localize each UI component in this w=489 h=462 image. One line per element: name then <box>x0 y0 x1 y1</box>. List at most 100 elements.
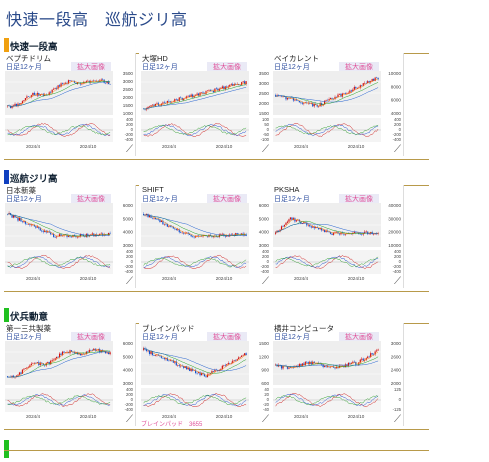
candle-body <box>316 104 318 107</box>
period-label: 日足12ヶ月 <box>6 64 42 71</box>
candle-body <box>195 236 197 238</box>
resize-handle-icon[interactable]: ⟋ <box>262 414 269 425</box>
y-tick-label: 20000 <box>388 230 401 235</box>
resize-handle-icon[interactable]: ⟋ <box>394 276 401 287</box>
macd-tick-label: -50 <box>263 132 270 137</box>
candle-body <box>44 364 46 366</box>
resize-handle-icon[interactable]: ⟋ <box>126 414 133 425</box>
candle-body <box>193 236 195 238</box>
candle-body <box>374 233 376 234</box>
y-tick-label: 4000 <box>123 368 134 373</box>
candle-body <box>165 223 167 225</box>
stock-name[interactable]: 第一三共製薬 <box>6 324 51 333</box>
zoom-button[interactable]: 拡大画像 <box>71 194 111 204</box>
candle-body <box>51 234 53 235</box>
candle-body <box>325 230 327 232</box>
zoom-button[interactable]: 拡大画像 <box>339 332 379 342</box>
macd-tick-label: -100 <box>261 137 270 142</box>
zoom-button[interactable]: 拡大画像 <box>207 62 247 72</box>
macd-tick-label: 0 <box>267 397 270 402</box>
resize-handle-icon[interactable]: ⟋ <box>394 144 401 155</box>
candle-body <box>171 360 173 361</box>
candle-body <box>154 218 157 220</box>
candle-body <box>301 223 303 224</box>
candle-body <box>244 81 246 85</box>
y-tick-label: 5000 <box>259 216 270 221</box>
candle-body <box>197 93 200 96</box>
candle-body <box>349 362 351 364</box>
stock-name[interactable]: 日本新薬 <box>6 186 36 195</box>
y-tick-label: 2000 <box>123 95 134 100</box>
candle-body <box>361 358 363 360</box>
candle-body <box>298 364 300 367</box>
candle-body <box>97 81 99 82</box>
candle-body <box>100 233 102 235</box>
resize-handle-icon[interactable]: ⟋ <box>262 276 269 287</box>
candle-body <box>223 86 225 90</box>
resize-handle-icon[interactable]: ⟋ <box>262 144 269 155</box>
candle-body <box>99 349 101 352</box>
candle-body <box>337 232 339 234</box>
zoom-button[interactable]: 拡大画像 <box>207 332 247 342</box>
candle-body <box>295 365 297 367</box>
stock-name[interactable]: SHIFT <box>142 185 164 194</box>
candle-body <box>29 224 31 226</box>
candle-body <box>294 99 296 101</box>
stock-name[interactable]: ベイカレント <box>274 54 319 63</box>
candle-body <box>175 361 177 366</box>
stock-name[interactable]: ベプチドリム <box>6 54 51 63</box>
candle-body <box>236 359 238 361</box>
candle-body <box>29 365 31 368</box>
candle-body <box>157 219 160 220</box>
candle-body <box>17 374 19 376</box>
candle-body <box>242 355 244 356</box>
candle-body <box>303 222 305 224</box>
zoom-button[interactable]: 拡大画像 <box>71 332 111 342</box>
candle-body <box>374 77 376 81</box>
candle-body <box>145 349 148 351</box>
stock-name[interactable]: PKSHA <box>274 185 300 194</box>
candle-body <box>195 370 197 373</box>
stock-name[interactable]: 大塚HD <box>142 54 168 63</box>
candle-body <box>174 99 176 102</box>
macd-tick-label: 200 <box>126 392 134 397</box>
resize-handle-icon[interactable]: ⟋ <box>394 414 401 425</box>
candle-body <box>168 360 170 362</box>
resize-handle-icon[interactable]: ⟋ <box>126 276 133 287</box>
candle-body <box>24 98 27 101</box>
candle-body <box>334 96 336 100</box>
candle-body <box>200 372 203 376</box>
candle-body <box>313 226 315 229</box>
zoom-button[interactable]: 拡大画像 <box>207 194 247 204</box>
section-marker <box>4 308 9 322</box>
moving-average-line <box>7 80 111 107</box>
candle-body <box>18 372 21 375</box>
candle-body <box>41 230 43 232</box>
candle-body <box>217 236 219 238</box>
resize-handle-icon[interactable]: ⟋ <box>126 144 133 155</box>
macd-tick-label: 0 <box>267 127 270 132</box>
x-tick-label: 2024/4 <box>294 414 308 419</box>
candle-body <box>224 235 226 237</box>
stock-name[interactable]: ブレインパッド <box>142 324 195 333</box>
candle-body <box>100 349 102 352</box>
candle-body <box>159 355 161 357</box>
candle-body <box>368 356 370 358</box>
stock-name[interactable]: 横井コンピュータ <box>274 324 334 333</box>
candle-body <box>220 369 222 371</box>
candle-body <box>56 236 58 238</box>
y-tick-label: 1500 <box>259 341 270 346</box>
x-tick-label: 2024/4 <box>162 276 176 281</box>
zoom-button[interactable]: 拡大画像 <box>71 62 111 72</box>
macd-line <box>7 256 111 267</box>
candle-body <box>338 365 341 368</box>
candle-body <box>195 95 197 96</box>
zoom-button[interactable]: 拡大画像 <box>339 194 379 204</box>
x-tick-label: 2024/10 <box>348 414 365 419</box>
zoom-button[interactable]: 拡大画像 <box>339 62 379 72</box>
candle-body <box>57 356 59 358</box>
candle-body <box>102 79 104 81</box>
candle-body <box>175 229 177 230</box>
candle-body <box>70 350 73 352</box>
candle-body <box>370 81 372 83</box>
